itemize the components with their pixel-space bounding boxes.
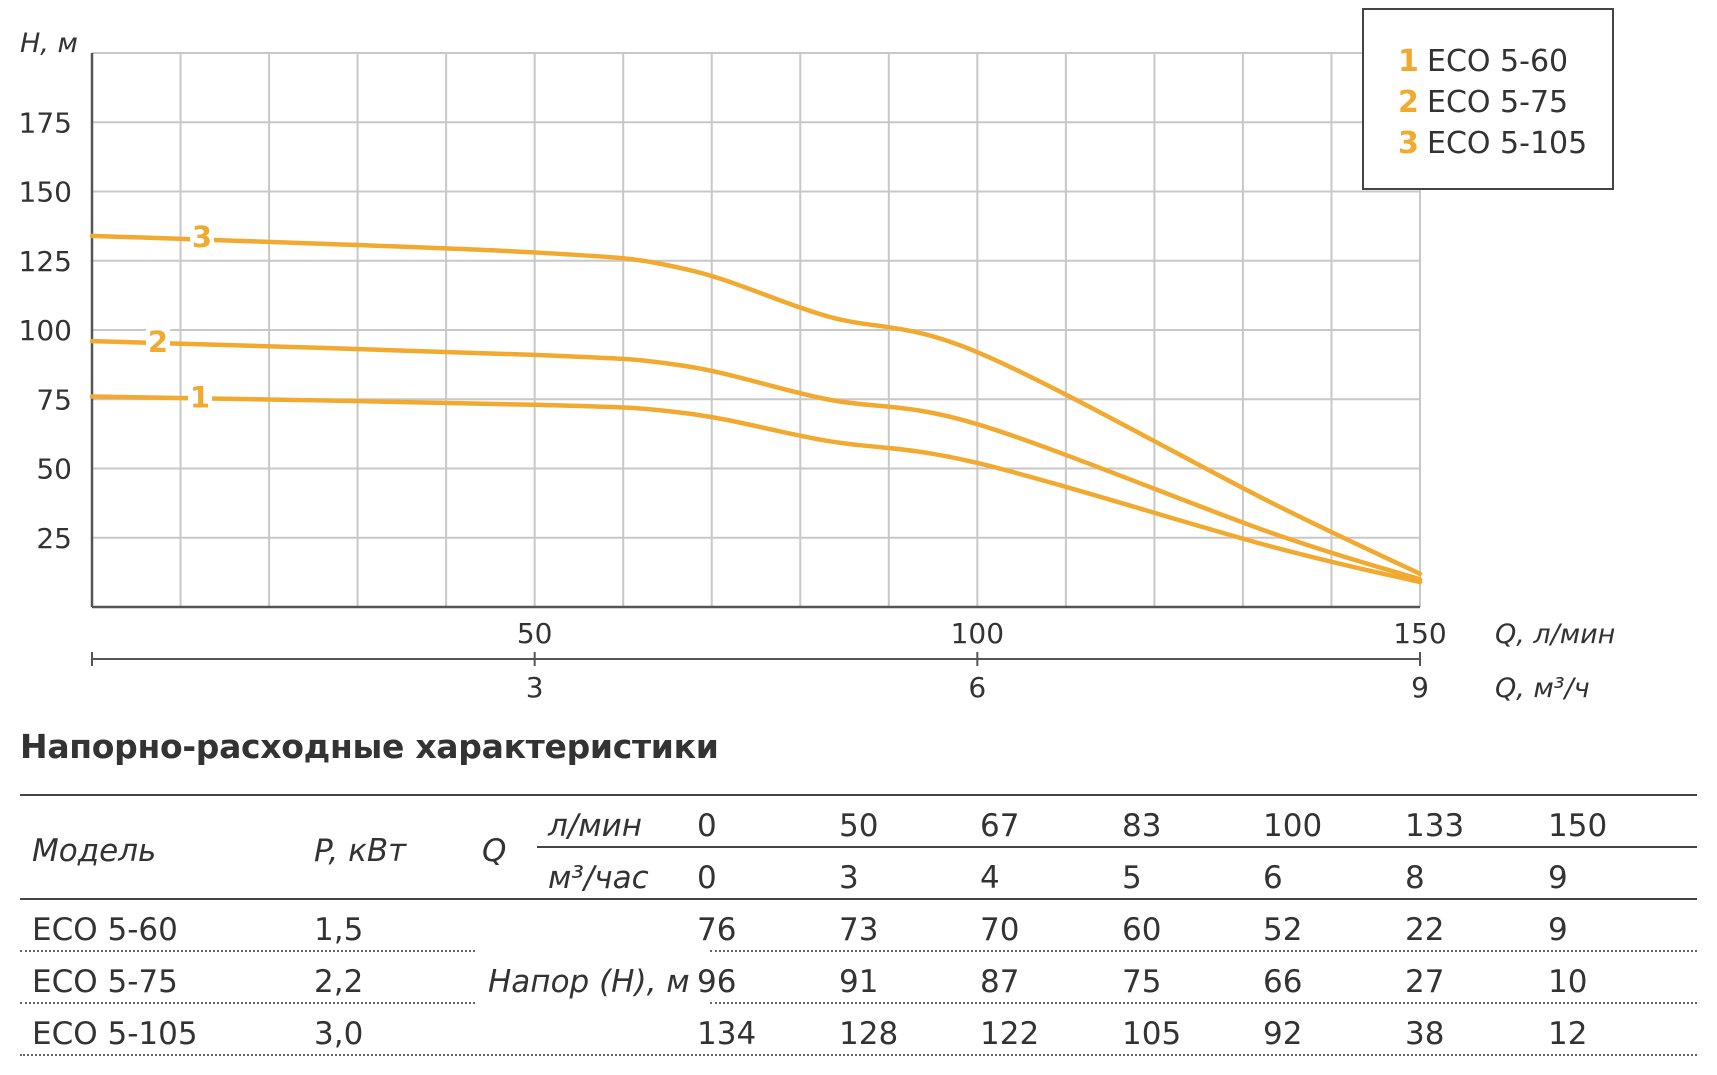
series-label-background [190, 217, 214, 252]
q-unit-m3: м³/час [548, 860, 649, 896]
chart-axes [90, 53, 1421, 666]
x-tick-label: 150 [1393, 617, 1446, 650]
chart-grid [92, 52, 1421, 607]
flow-lmin-value: 100 [1263, 808, 1323, 844]
row-divider [710, 1002, 1697, 1004]
series-marker-label: 2 [148, 325, 168, 359]
y-tick-label: 75 [36, 383, 72, 416]
chart-legend: 1 ECO 5-602 ECO 5-753 ECO 5-105 [1362, 8, 1614, 190]
flow-m3-value: 3 [839, 860, 859, 896]
x-tick-label: 50 [517, 617, 553, 650]
head-value: 70 [980, 912, 1020, 948]
legend-entry: ECO 5-60 [1427, 44, 1568, 79]
chart-labels: 25 50 75 100 125 150 175 H, м 50 100 150 Q, л/мин 3 6… [19, 28, 1616, 704]
series-marker-label: 3 [192, 220, 212, 254]
head-value: 10 [1548, 964, 1588, 1000]
flow-m3-value: 4 [980, 860, 1000, 896]
table-bottom-rule [20, 1054, 1697, 1056]
flow-lmin-value: 150 [1548, 808, 1608, 844]
legend-number: 2 [1398, 85, 1419, 120]
legend-entry: ECO 5-105 [1427, 126, 1587, 161]
head-value: 73 [839, 912, 879, 948]
head-value: 128 [839, 1016, 899, 1052]
legend-number: 3 [1398, 126, 1419, 161]
head-label: Напор (Н), м [488, 964, 690, 1000]
head-value: 9 [1548, 912, 1568, 948]
head-value: 76 [697, 912, 737, 948]
model-name: ECO 5-60 [32, 912, 178, 948]
model-name: ECO 5-105 [32, 1016, 198, 1052]
head-value: 91 [839, 964, 879, 1000]
row-divider [20, 950, 475, 952]
flow-m3-value: 8 [1405, 860, 1425, 896]
table-unit-rule [537, 846, 1697, 848]
x-tick-label: 100 [951, 617, 1004, 650]
legend-box [1362, 8, 1614, 190]
head-value: 60 [1122, 912, 1162, 948]
head-value: 96 [697, 964, 737, 1000]
flow-lmin-value: 0 [697, 808, 717, 844]
legend-entry: ECO 5-75 [1427, 85, 1568, 120]
y-axis-label: H, м [20, 28, 78, 59]
row-divider [710, 950, 1697, 952]
y-tick-label: 150 [19, 176, 72, 209]
q-header: Q [482, 833, 507, 869]
flow-m3-value: 9 [1548, 860, 1568, 896]
y-tick-label: 100 [19, 314, 72, 347]
series-label-background [188, 378, 212, 413]
table-title: Напорно-расходные характеристики [20, 727, 719, 766]
chart-curves [89, 233, 1423, 585]
head-value: 105 [1122, 1016, 1182, 1052]
head-value: 92 [1263, 1016, 1303, 1052]
head-value: 134 [697, 1016, 757, 1052]
head-value: 87 [980, 964, 1020, 1000]
flow-lmin-value: 133 [1405, 808, 1465, 844]
head-value: 66 [1263, 964, 1303, 1000]
y-tick-label: 175 [19, 106, 72, 139]
flow-lmin-value: 50 [839, 808, 879, 844]
head-value: 12 [1548, 1016, 1588, 1052]
power-value: 2,2 [314, 964, 364, 1000]
table-header-rule [20, 898, 1697, 900]
x2-tick-label: 6 [968, 671, 986, 704]
head-value: 27 [1405, 964, 1445, 1000]
flow-m3-value: 5 [1122, 860, 1142, 896]
power-header: P, кВт [314, 833, 407, 869]
performance-table: Модель P, кВт Q л/мин м³/час Напор (Н), … [20, 794, 1697, 1059]
row-divider [20, 1002, 475, 1004]
y-tick-label: 50 [36, 453, 72, 486]
flow-lmin-value: 67 [980, 808, 1020, 844]
x-axis-label: Q, л/мин [1495, 619, 1615, 650]
head-value: 122 [980, 1016, 1040, 1052]
series-label-background [146, 323, 170, 358]
flow-m3-value: 0 [697, 860, 717, 896]
flow-m3-value: 6 [1263, 860, 1283, 896]
head-flow-chart: 25 50 75 100 125 150 175 H, м 50 100 150 Q, л/мин 3 6… [19, 8, 1616, 704]
y-tick-label: 125 [19, 245, 72, 278]
model-header: Модель [32, 833, 157, 869]
table-top-rule [20, 794, 1697, 796]
power-value: 1,5 [314, 912, 364, 948]
series-marker-label: 1 [190, 380, 210, 414]
head-value: 75 [1122, 964, 1162, 1000]
head-value: 52 [1263, 912, 1303, 948]
q-unit-lmin: л/мин [548, 808, 643, 844]
y-tick-label: 25 [36, 522, 72, 555]
head-value: 22 [1405, 912, 1445, 948]
head-value: 38 [1405, 1016, 1445, 1052]
series-line-1 [89, 394, 1423, 585]
x2-tick-label: 9 [1411, 671, 1429, 704]
power-value: 3,0 [314, 1016, 364, 1052]
x2-axis-label: Q, м³/ч [1495, 673, 1590, 704]
model-name: ECO 5-75 [32, 964, 178, 1000]
flow-lmin-value: 83 [1122, 808, 1162, 844]
x2-tick-label: 3 [526, 671, 544, 704]
series-line-3 [89, 233, 1423, 577]
legend-number: 1 [1398, 44, 1419, 79]
series-line-2 [89, 338, 1423, 582]
